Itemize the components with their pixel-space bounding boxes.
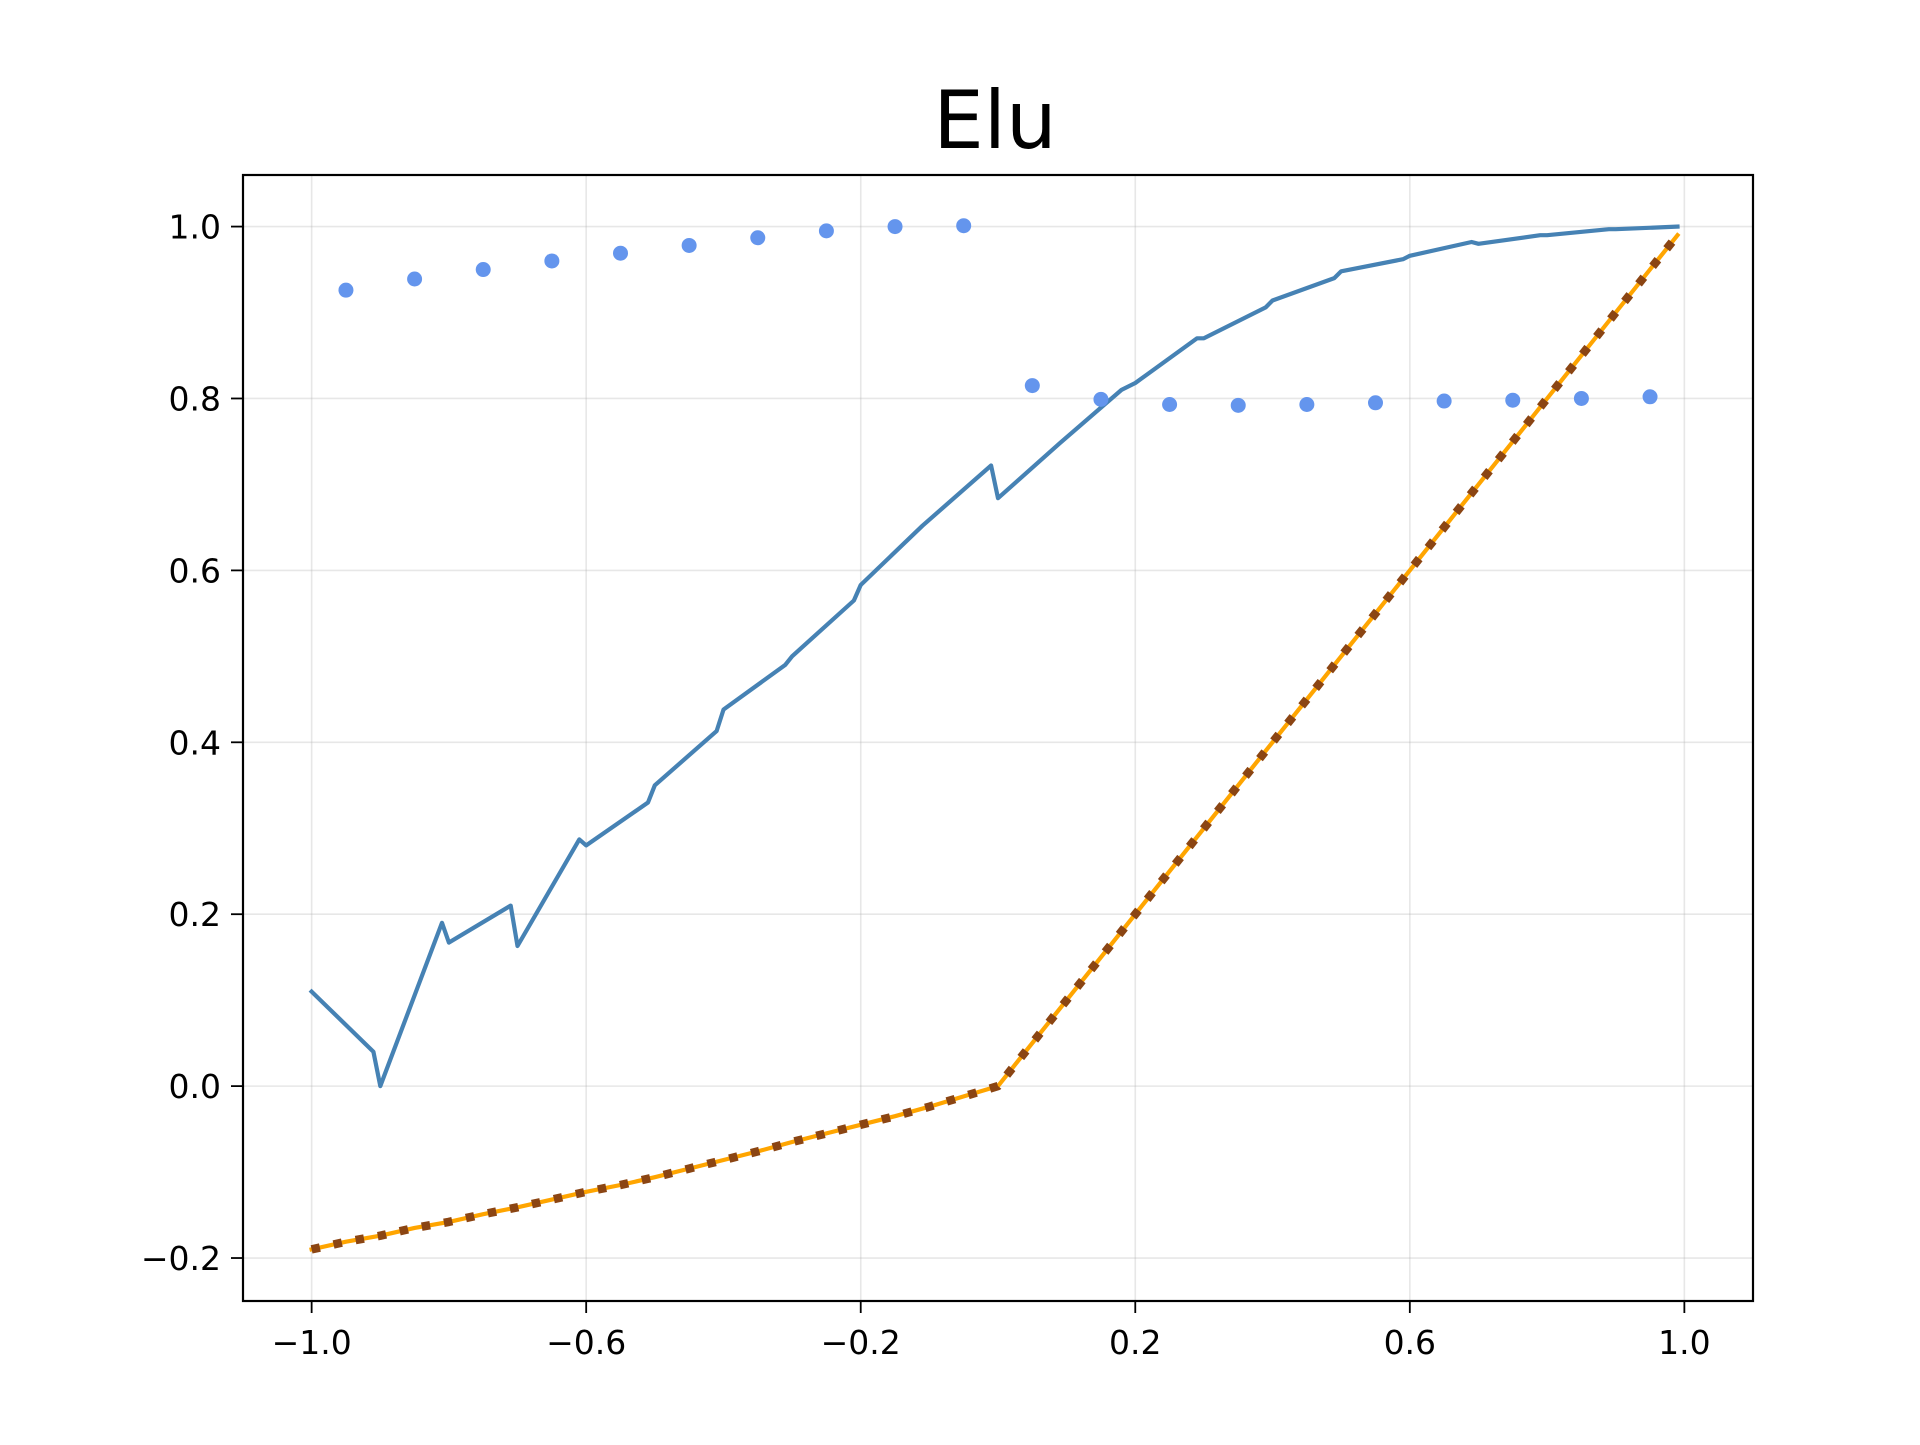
series-2-point	[407, 271, 423, 287]
series-2-point	[1368, 395, 1383, 411]
series-2-point	[1093, 391, 1109, 407]
series-2-point	[1299, 396, 1315, 412]
series-2-point	[544, 253, 560, 269]
series-2-point	[1436, 393, 1452, 409]
series-2-point	[475, 262, 491, 278]
series-2-point	[1162, 396, 1178, 412]
x-tick-label: −0.6	[546, 1323, 626, 1362]
series-2-point	[887, 219, 903, 235]
x-tick-label: −1.0	[272, 1323, 352, 1362]
series-1-line	[308, 224, 1680, 1089]
y-tick-label: 0.8	[169, 379, 221, 418]
series-2-point	[1230, 397, 1246, 413]
x-tick-label: 0.6	[1384, 1323, 1436, 1362]
y-tick-label: 0.0	[169, 1067, 221, 1106]
y-tick-label: −0.2	[141, 1239, 221, 1278]
series-2-point	[1505, 392, 1521, 408]
series-2-point	[1024, 378, 1040, 394]
series-2-point	[818, 223, 834, 239]
y-tick-label: 1.0	[169, 208, 221, 247]
grid-lines	[243, 175, 1753, 1301]
x-tick-label: 1.0	[1658, 1323, 1710, 1362]
x-tick-label: 0.2	[1109, 1323, 1161, 1362]
chart-title: Elu	[933, 74, 1056, 167]
y-axis: −0.2 0.0 0.2 0.4 0.6 0.8 1.0	[141, 208, 243, 1278]
series-2-point	[956, 218, 972, 234]
series-2-point	[613, 245, 628, 261]
y-tick-label: 0.6	[169, 551, 221, 590]
series-4-line	[310, 232, 1681, 1254]
series-2-point	[1642, 389, 1658, 405]
y-tick-label: 0.2	[169, 895, 221, 934]
series-2-point	[338, 282, 354, 298]
series-2-point	[681, 237, 697, 253]
plot-series	[308, 218, 1681, 1254]
series-2-point	[1573, 390, 1589, 406]
y-tick-label: 0.4	[169, 723, 221, 762]
plot-area-frame	[241, 173, 1755, 1303]
x-axis: −1.0 −0.6 −0.2 0.2 0.6 1.0	[272, 1301, 1711, 1362]
series-2-point	[750, 230, 766, 246]
x-tick-label: −0.2	[821, 1323, 901, 1362]
